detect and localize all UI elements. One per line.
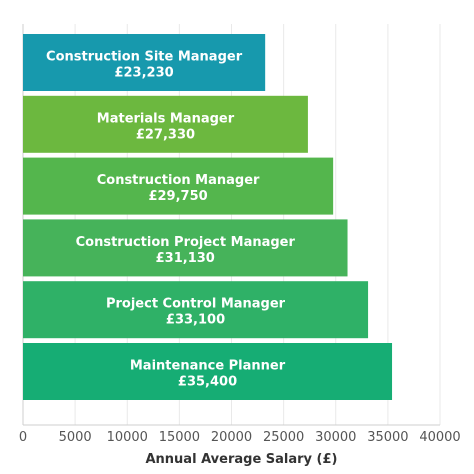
bar bbox=[23, 219, 348, 277]
bars: Construction Site Manager£23,230 Material… bbox=[23, 34, 393, 400]
bar-value-label: £29,750 bbox=[148, 189, 207, 204]
bar-category-label: Construction Site Manager bbox=[46, 50, 243, 65]
x-axis-title: Annual Average Salary (£) bbox=[145, 452, 337, 467]
x-tick-label: 35000 bbox=[367, 430, 408, 445]
bar-value-label: £31,130 bbox=[156, 251, 215, 266]
bar-category-label: Materials Manager bbox=[97, 111, 235, 126]
bar bbox=[23, 281, 369, 339]
bar-value-label: £23,230 bbox=[114, 66, 173, 81]
bar-category-label: Maintenance Planner bbox=[130, 359, 286, 374]
x-tick-label: 5000 bbox=[59, 430, 92, 445]
bar-value-label: £35,400 bbox=[178, 375, 237, 390]
bar bbox=[23, 34, 266, 91]
x-tick-label: 0 bbox=[19, 430, 27, 445]
x-tick-label: 15000 bbox=[159, 430, 200, 445]
bar bbox=[23, 95, 308, 153]
x-tick-label: 10000 bbox=[107, 430, 148, 445]
bar-value-label: £27,330 bbox=[136, 127, 195, 142]
bar bbox=[23, 157, 334, 215]
bar-category-label: Project Control Manager bbox=[106, 297, 286, 312]
x-tick-label: 20000 bbox=[211, 430, 252, 445]
bar-value-label: £33,100 bbox=[166, 313, 225, 328]
x-tick-label: 30000 bbox=[315, 430, 356, 445]
bar-category-label: Construction Manager bbox=[97, 173, 260, 188]
bar-category-label: Construction Project Manager bbox=[76, 235, 296, 250]
x-tick-label: 25000 bbox=[263, 430, 304, 445]
x-axis: 0 5000 10000 15000 20000 25000 30000 35000 40000 bbox=[19, 424, 461, 445]
x-tick-label: 40000 bbox=[419, 430, 460, 445]
bar bbox=[23, 343, 393, 400]
